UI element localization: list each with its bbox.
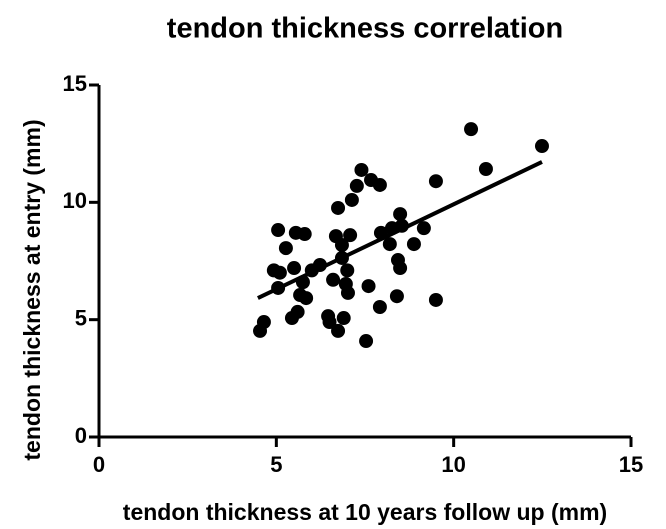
point <box>428 292 443 307</box>
x-tick-label: 0 <box>93 452 105 477</box>
point <box>340 285 355 300</box>
point <box>326 272 341 287</box>
point <box>331 200 346 215</box>
point <box>290 304 305 319</box>
x-tick-label: 5 <box>270 452 282 477</box>
point <box>271 223 286 238</box>
x-tick-label: 10 <box>441 452 465 477</box>
x-axis-label: tendon thickness at 10 years follow up (… <box>123 499 607 525</box>
point <box>322 315 337 330</box>
y-tick-label: 0 <box>75 423 87 448</box>
point <box>336 311 351 326</box>
point <box>334 238 349 253</box>
point <box>534 139 549 154</box>
point <box>272 265 287 280</box>
point <box>361 279 376 294</box>
point <box>344 192 359 207</box>
point <box>256 315 271 330</box>
point <box>393 261 408 276</box>
point <box>278 241 293 256</box>
y-tick-label: 5 <box>75 305 87 330</box>
point <box>382 237 397 252</box>
x-tick-label: 15 <box>619 452 643 477</box>
point <box>299 291 314 306</box>
point <box>372 177 387 192</box>
y-axis-label: tendon thickness at entry (mm) <box>19 119 45 460</box>
point <box>359 334 374 349</box>
point <box>416 221 431 236</box>
point <box>343 228 358 243</box>
point <box>428 174 443 189</box>
point <box>389 289 404 304</box>
point <box>297 227 312 242</box>
point <box>372 299 387 314</box>
chart-title: tendon thickness correlation <box>167 13 563 45</box>
point <box>354 162 369 177</box>
y-tick-label: 10 <box>63 188 87 213</box>
y-tick-label: 15 <box>63 71 87 96</box>
point <box>464 122 479 137</box>
point <box>287 261 302 276</box>
point <box>393 207 408 222</box>
point <box>478 162 493 177</box>
point <box>406 237 421 252</box>
fit-line <box>257 160 543 300</box>
point <box>340 263 355 278</box>
point <box>349 178 364 193</box>
point <box>331 323 346 338</box>
